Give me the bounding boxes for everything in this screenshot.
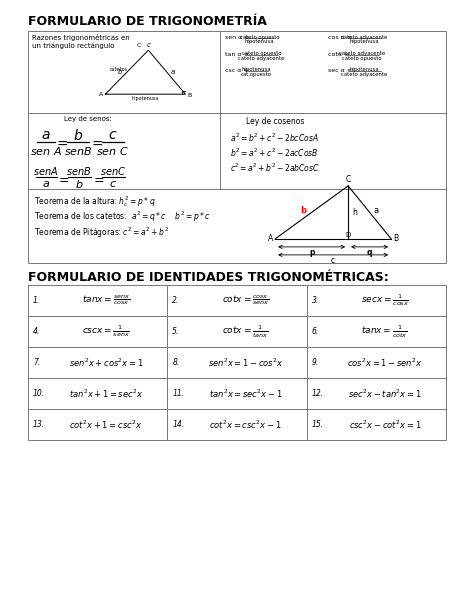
Text: $sen\ A$: $sen\ A$: [30, 145, 62, 157]
Text: $c$: $c$: [108, 128, 118, 142]
Text: Ley de cosenos: Ley de cosenos: [246, 117, 304, 126]
Text: $tan^2x = sec^2x - 1$: $tan^2x = sec^2x - 1$: [209, 387, 283, 400]
Text: $sec^2x - tan^2x = 1$: $sec^2x - tan^2x = 1$: [348, 387, 422, 400]
Text: b: b: [301, 206, 307, 215]
Text: $=$: $=$: [91, 172, 105, 185]
Text: 1.: 1.: [33, 296, 40, 305]
Text: $sen^2x + cos^2x = 1$: $sen^2x + cos^2x = 1$: [69, 356, 144, 368]
Text: hipotenusa: hipotenusa: [132, 96, 159, 101]
Text: h: h: [352, 208, 357, 217]
Text: B: B: [393, 234, 398, 243]
Text: 8.: 8.: [173, 358, 180, 367]
Text: csc α =: csc α =: [225, 68, 249, 73]
Text: $sen^2x = 1 - cos^2x$: $sen^2x = 1 - cos^2x$: [208, 356, 283, 368]
Text: tan α =: tan α =: [225, 52, 249, 57]
Text: Teorema de Pitágoras: $c^2 = a^2 + b^2$: Teorema de Pitágoras: $c^2 = a^2 + b^2$: [34, 226, 169, 240]
Text: $senB$: $senB$: [64, 145, 92, 157]
Text: 2.: 2.: [173, 296, 180, 305]
Text: Razones trigonométricas en
un triángulo rectángulo: Razones trigonométricas en un triángulo …: [32, 34, 130, 48]
Text: $cos^2x = 1 - sen^2x$: $cos^2x = 1 - sen^2x$: [347, 356, 423, 368]
Text: Teorema de la altura: $h_c^2 = p * q$: Teorema de la altura: $h_c^2 = p * q$: [34, 194, 155, 208]
Text: q: q: [367, 248, 373, 257]
Text: Teorema de los catetos:  $a^2 = q * c$    $b^2 = p * c$: Teorema de los catetos: $a^2 = q * c$ $b…: [34, 210, 211, 224]
Text: D: D: [346, 232, 351, 238]
Text: 11.: 11.: [173, 389, 184, 398]
Text: $sen\ C$: $sen\ C$: [97, 145, 129, 157]
Bar: [28, 285, 446, 440]
Text: $cotx = \frac{1}{tanx}$: $cotx = \frac{1}{tanx}$: [222, 323, 269, 340]
Text: $b$: $b$: [73, 128, 83, 143]
Text: cateto adyacente: cateto adyacente: [238, 56, 284, 61]
Text: $tanx = \frac{senx}{cosx}$: $tanx = \frac{senx}{cosx}$: [82, 294, 130, 307]
Text: 14.: 14.: [173, 420, 184, 429]
Text: $tan^2x + 1 = sec^2x$: $tan^2x + 1 = sec^2x$: [69, 387, 144, 400]
Text: catetos: catetos: [110, 67, 128, 72]
Text: B: B: [187, 93, 191, 97]
Text: Ley de senos:: Ley de senos:: [64, 116, 112, 123]
Text: sen α =: sen α =: [225, 35, 250, 40]
Text: $=$: $=$: [89, 136, 103, 150]
Text: $b$: $b$: [75, 178, 83, 190]
Text: $secx = \frac{1}{cosx}$: $secx = \frac{1}{cosx}$: [361, 293, 409, 308]
Text: $=$: $=$: [54, 136, 68, 150]
Text: $b^2 = a^2 + c^2 - 2acCosB$: $b^2 = a^2 + c^2 - 2acCosB$: [230, 147, 319, 159]
Text: cos α =: cos α =: [328, 35, 352, 40]
Text: hipotenusa: hipotenusa: [350, 67, 379, 72]
Text: 15.: 15.: [312, 420, 324, 429]
Text: cateto opuesto: cateto opuesto: [342, 56, 382, 61]
Text: a: a: [374, 206, 379, 215]
Text: FORMULARIO DE TRIGONOMETRÍA: FORMULARIO DE TRIGONOMETRÍA: [28, 15, 267, 28]
Text: 3.: 3.: [312, 296, 319, 305]
Text: sec α =: sec α =: [328, 68, 352, 73]
Text: $tanx = \frac{1}{cotx}$: $tanx = \frac{1}{cotx}$: [362, 323, 408, 340]
Text: hipotenusa: hipotenusa: [242, 67, 271, 72]
Text: 10.: 10.: [33, 389, 45, 398]
Text: $senA$: $senA$: [33, 165, 59, 177]
Text: c: c: [146, 42, 150, 48]
Text: $a$: $a$: [41, 128, 51, 142]
Text: 6.: 6.: [312, 327, 319, 336]
Text: $a^2 = b^2 + c^2 - 2bcCosA$: $a^2 = b^2 + c^2 - 2bcCosA$: [230, 131, 319, 144]
Text: $cotx = \frac{cosx}{senx}$: $cotx = \frac{cosx}{senx}$: [222, 294, 269, 307]
Text: cateto adyacente: cateto adyacente: [341, 72, 388, 77]
Text: 13.: 13.: [33, 420, 45, 429]
Text: $c$: $c$: [109, 179, 117, 189]
Text: $csc^2x - cot^2x = 1$: $csc^2x - cot^2x = 1$: [348, 418, 421, 431]
Text: cat.opuesto: cat.opuesto: [241, 72, 272, 77]
Text: FORMULARIO DE IDENTIDADES TRIGONOMÉTRICAS:: FORMULARIO DE IDENTIDADES TRIGONOMÉTRICA…: [28, 271, 389, 284]
Text: A: A: [99, 92, 103, 97]
Text: cateto adyacente: cateto adyacente: [339, 51, 385, 56]
Text: 4.: 4.: [33, 327, 40, 336]
Text: C: C: [136, 43, 141, 48]
Text: cotα =: cotα =: [328, 52, 349, 57]
Text: $cscx = \frac{1}{senx}$: $cscx = \frac{1}{senx}$: [82, 324, 130, 339]
Text: hipotenusa: hipotenusa: [245, 39, 274, 44]
Text: cateto opuesto: cateto opuesto: [240, 34, 279, 39]
Text: $cot^2x = csc^2x - 1$: $cot^2x = csc^2x - 1$: [209, 418, 282, 431]
Text: C: C: [346, 175, 351, 184]
Text: c: c: [331, 256, 335, 265]
Text: $senC$: $senC$: [100, 165, 126, 177]
Text: hipotenusa: hipotenusa: [350, 39, 379, 44]
Text: $senB$: $senB$: [66, 165, 91, 177]
Text: a: a: [171, 69, 175, 75]
Text: p: p: [309, 248, 314, 257]
Text: $=$: $=$: [56, 172, 70, 185]
Text: A: A: [268, 234, 273, 243]
Text: 9.: 9.: [312, 358, 319, 367]
Text: $a$: $a$: [42, 179, 50, 189]
Text: 7.: 7.: [33, 358, 40, 367]
Text: cateto adyacente: cateto adyacente: [341, 34, 388, 39]
Text: 5.: 5.: [173, 327, 180, 336]
Bar: [28, 31, 446, 263]
Text: $cot^2x + 1 = csc^2x$: $cot^2x + 1 = csc^2x$: [69, 418, 143, 431]
Text: cateto opuesto: cateto opuesto: [242, 51, 281, 56]
Text: 12.: 12.: [312, 389, 324, 398]
Text: $c^2 = a^2 + b^2 - 2abCosC$: $c^2 = a^2 + b^2 - 2abCosC$: [230, 161, 320, 173]
Text: b: b: [118, 69, 122, 75]
